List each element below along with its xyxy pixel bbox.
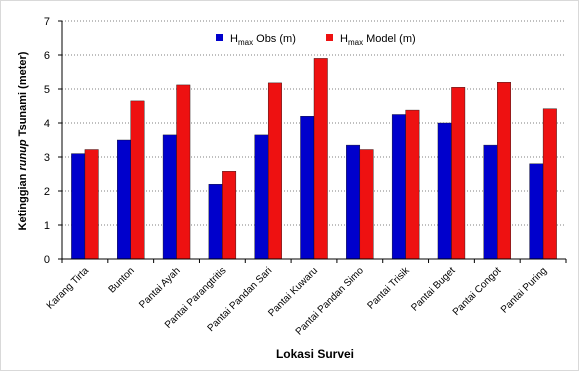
y-tick-label: 7 (44, 16, 50, 28)
x-tick-label: Pantai Ayah (137, 265, 182, 310)
bar-model (313, 58, 328, 260)
bar-model (222, 171, 237, 260)
y-axis-label: Ketinggian runup Tsunami (meter) (17, 51, 29, 230)
bar-model (130, 100, 145, 260)
y-tick-label: 0 (44, 254, 50, 266)
bar-obs (117, 139, 131, 260)
bar-obs (529, 163, 544, 260)
x-tick-label: Karang Tirta (45, 265, 92, 312)
legend-swatch-model (326, 34, 333, 41)
y-axis-label-part: Tsunami (meter) (17, 51, 29, 139)
legend: Hmax Obs (m) Hmax Model (m) (216, 33, 416, 47)
x-tick-label: Pantai Congot (451, 265, 504, 318)
bar-obs (346, 144, 361, 260)
bar-model (542, 108, 557, 260)
y-axis-ticks: 0 1 2 3 4 5 6 7 (44, 16, 62, 266)
y-tick-label: 6 (44, 50, 50, 62)
bar-obs (208, 183, 223, 260)
bars (71, 58, 557, 260)
x-tick-label: Pantai Puring (499, 265, 549, 315)
y-axis-label-part: Ketinggian (17, 171, 29, 231)
bar-model (84, 149, 99, 260)
bar-obs (437, 122, 452, 260)
legend-swatch-obs (216, 34, 223, 41)
x-tick-label: Bunton (107, 265, 137, 295)
bar-obs (300, 115, 315, 260)
bar-obs (254, 134, 269, 260)
bar-obs (483, 144, 498, 260)
bar-obs (71, 153, 86, 260)
y-tick-label: 4 (44, 118, 50, 130)
bar-model (405, 109, 420, 260)
legend-label-model: Hmax Model (m) (340, 33, 416, 47)
y-axis-label-italic: runup (17, 139, 29, 170)
bar-obs (162, 134, 177, 260)
y-tick-label: 3 (44, 152, 50, 164)
y-tick-label: 5 (44, 84, 50, 96)
legend-label-obs: Hmax Obs (m) (230, 33, 296, 47)
bar-model (267, 82, 282, 260)
axes (61, 21, 566, 260)
bar-model (451, 87, 466, 260)
bar-model (176, 84, 191, 260)
y-tick-label: 1 (44, 220, 50, 232)
x-tick-label: Pantai Trisik (365, 265, 412, 312)
x-tick-label: Pantai Buget (409, 265, 457, 313)
x-axis-label: Lokasi Survei (276, 347, 354, 361)
bar-model (359, 149, 374, 260)
bar-model (497, 81, 511, 260)
bar-obs (391, 114, 406, 260)
y-tick-label: 2 (44, 186, 50, 198)
